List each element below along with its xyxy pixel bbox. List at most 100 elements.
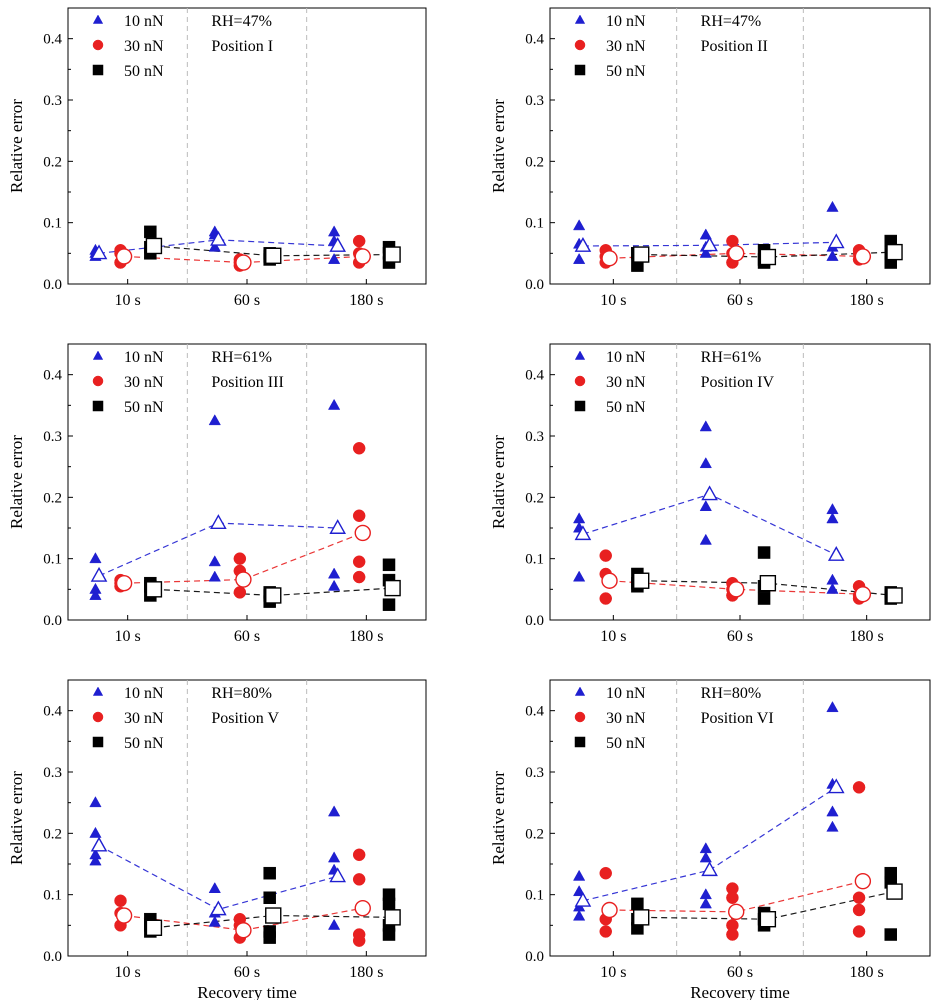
data-point xyxy=(826,820,839,832)
data-point xyxy=(382,598,396,611)
data-point xyxy=(89,848,102,860)
data-point xyxy=(699,420,712,432)
y-tick-label: 0.1 xyxy=(525,888,544,904)
mean-point xyxy=(854,248,872,265)
series-mean-line xyxy=(641,251,895,258)
mean-point xyxy=(601,250,618,267)
legend-label: 50 nN xyxy=(606,735,646,752)
mean-point xyxy=(329,237,347,252)
panel-middle-left: 0.0 0.1 0.2 0.3 0.4 10 s 60 s 180 s Relative err… xyxy=(7,343,427,645)
mean-point xyxy=(90,566,108,582)
series-mean-line xyxy=(582,786,837,902)
data-point xyxy=(599,925,612,938)
legend-label: 10 nN xyxy=(606,685,646,702)
data-point xyxy=(352,570,366,584)
data-point xyxy=(327,805,341,817)
y-tick-label: 0.4 xyxy=(43,704,62,720)
y-tick-label: 0.0 xyxy=(43,613,62,629)
legend-label: 50 nN xyxy=(124,399,164,416)
legend-marker xyxy=(92,686,104,696)
legend-marker xyxy=(574,39,586,51)
mean-point xyxy=(854,872,872,890)
x-axis-label: Recovery time xyxy=(197,983,297,1000)
x-tick-label: 180 s xyxy=(850,628,884,645)
x-tick-label: 10 s xyxy=(600,292,626,309)
y-axis-label: Relative error xyxy=(7,99,26,193)
legend-marker xyxy=(574,375,586,387)
x-tick-label: 10 s xyxy=(115,628,141,645)
legend-label: 30 nN xyxy=(606,374,646,391)
mean-point xyxy=(210,900,227,916)
data-point xyxy=(599,866,612,880)
legend-label: 30 nN xyxy=(606,38,646,55)
rh-annotation: RH=47% xyxy=(701,13,762,30)
legend-marker xyxy=(92,64,104,76)
mean-point xyxy=(145,581,163,598)
x-tick-label: 180 s xyxy=(349,964,383,981)
x-tick-label: 10 s xyxy=(115,292,141,309)
y-axis-label: Relative error xyxy=(489,99,508,193)
mean-point xyxy=(384,579,401,597)
series-mean-line xyxy=(609,880,864,913)
mean-point xyxy=(235,922,252,939)
data-point xyxy=(89,854,102,866)
legend-marker xyxy=(574,711,586,723)
data-point xyxy=(699,500,712,511)
mean-point xyxy=(329,867,347,883)
position-annotation: Position II xyxy=(701,38,768,55)
panel-top-left: 0.0 0.1 0.2 0.3 0.4 10 s 60 s 180 s Relative err… xyxy=(7,7,427,309)
legend-marker xyxy=(574,736,586,748)
mean-point xyxy=(759,911,777,928)
legend-marker xyxy=(574,64,586,76)
data-point xyxy=(699,851,712,863)
data-point xyxy=(599,592,612,605)
data-point xyxy=(826,573,839,585)
data-point xyxy=(327,579,341,591)
data-point xyxy=(89,582,102,594)
x-tick-label: 10 s xyxy=(115,964,141,981)
legend-label: 10 nN xyxy=(124,349,164,366)
mean-point xyxy=(886,587,903,604)
mean-point xyxy=(601,572,618,589)
data-point xyxy=(726,891,739,904)
legend-marker xyxy=(92,39,104,51)
y-tick-label: 0.2 xyxy=(525,826,544,842)
data-point xyxy=(599,549,612,562)
legend-label: 30 nN xyxy=(124,710,164,727)
y-tick-label: 0.0 xyxy=(43,949,62,965)
series-mean-line xyxy=(582,493,837,556)
data-point xyxy=(327,567,341,579)
data-point xyxy=(826,249,839,261)
y-tick-label: 0.3 xyxy=(43,93,62,109)
data-point xyxy=(89,552,102,564)
data-point xyxy=(573,909,586,921)
mean-point xyxy=(145,919,163,936)
mean-point xyxy=(701,485,718,501)
y-tick-label: 0.0 xyxy=(525,949,544,965)
mean-point xyxy=(265,247,282,264)
legend-label: 50 nN xyxy=(606,63,646,80)
mean-point xyxy=(354,899,371,917)
legend-marker xyxy=(92,711,104,723)
series-mean-line xyxy=(609,252,863,259)
data-point xyxy=(573,219,586,231)
y-axis-label: Relative error xyxy=(7,771,26,865)
legend-marker xyxy=(574,350,586,360)
x-tick-label: 180 s xyxy=(349,628,383,645)
rh-annotation: RH=47% xyxy=(211,13,272,30)
data-point xyxy=(699,842,712,854)
legend-label: 50 nN xyxy=(124,63,164,80)
y-tick-label: 0.4 xyxy=(525,368,544,384)
mean-point xyxy=(633,572,650,589)
y-tick-label: 0.0 xyxy=(43,277,62,293)
legend-label: 10 nN xyxy=(606,349,646,366)
data-point xyxy=(573,869,586,881)
legend-marker xyxy=(92,350,104,360)
legend-label: 30 nN xyxy=(124,38,164,55)
legend-marker xyxy=(92,400,104,412)
data-point xyxy=(89,826,102,838)
legend-marker xyxy=(92,375,104,387)
y-tick-label: 0.1 xyxy=(43,216,62,232)
panel-bottom-right: 0.0 0.1 0.2 0.3 0.4 10 s 60 s 180 s Relative err… xyxy=(489,679,931,1000)
